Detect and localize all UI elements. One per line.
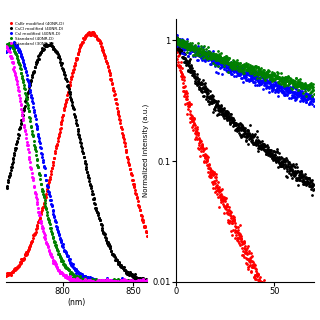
CsI modified (40NR-D) <box>124 280 128 284</box>
CsBr modified (40NR-D) <box>88 33 92 36</box>
Standard (30NR-D) <box>89 279 92 283</box>
Legend: CsBr modified (40NR-D), CsCl modified (40NR-D), CsI modified (40NR-D), Standard : CsBr modified (40NR-D), CsCl modified (4… <box>9 21 65 46</box>
CsCl modified (40NR-D) <box>124 269 127 273</box>
CsCl modified (40NR-D) <box>91 197 95 201</box>
Standard (30NR-D) <box>88 280 92 284</box>
CsBr modified (40NR-D) <box>91 30 94 34</box>
Line: Standard (40NR-D): Standard (40NR-D) <box>5 43 148 283</box>
Standard (30NR-D) <box>124 280 127 284</box>
CsI modified (40NR-D) <box>145 280 149 284</box>
CsBr modified (40NR-D) <box>124 148 127 151</box>
CsI modified (40NR-D) <box>91 277 95 281</box>
CsBr modified (40NR-D) <box>4 274 8 278</box>
Standard (40NR-D) <box>87 280 91 284</box>
Line: CsI modified (40NR-D): CsI modified (40NR-D) <box>5 41 148 283</box>
CsI modified (40NR-D) <box>5 50 9 53</box>
CsCl modified (40NR-D) <box>88 183 92 187</box>
Standard (40NR-D) <box>89 280 92 284</box>
Standard (40NR-D) <box>89 280 93 284</box>
Standard (30NR-D) <box>91 279 95 283</box>
CsCl modified (40NR-D) <box>145 279 149 283</box>
CsCl modified (40NR-D) <box>5 186 9 190</box>
Line: CsBr modified (40NR-D): CsBr modified (40NR-D) <box>5 31 148 276</box>
Standard (40NR-D) <box>133 279 137 283</box>
Standard (30NR-D) <box>4 44 8 48</box>
Line: Standard (30NR-D): Standard (30NR-D) <box>5 45 148 283</box>
Standard (30NR-D) <box>5 45 9 49</box>
CsBr modified (40NR-D) <box>91 30 95 34</box>
CsCl modified (40NR-D) <box>89 184 92 188</box>
Standard (30NR-D) <box>132 280 136 284</box>
CsI modified (40NR-D) <box>4 50 8 54</box>
CsCl modified (40NR-D) <box>49 42 52 45</box>
CsI modified (40NR-D) <box>89 278 92 282</box>
CsCl modified (40NR-D) <box>4 186 8 189</box>
CsI modified (40NR-D) <box>12 40 16 44</box>
CsBr modified (40NR-D) <box>132 185 136 189</box>
Standard (30NR-D) <box>79 280 83 284</box>
Standard (40NR-D) <box>5 44 9 47</box>
CsBr modified (40NR-D) <box>5 271 9 275</box>
Standard (40NR-D) <box>4 44 8 48</box>
X-axis label: (nm): (nm) <box>68 298 86 307</box>
CsCl modified (40NR-D) <box>141 280 145 284</box>
CsI modified (40NR-D) <box>133 280 137 284</box>
Standard (40NR-D) <box>145 279 149 283</box>
Y-axis label: Normalized intensity (a.u.): Normalized intensity (a.u.) <box>143 104 149 197</box>
Standard (40NR-D) <box>92 280 95 284</box>
CsCl modified (40NR-D) <box>132 274 136 278</box>
CsBr modified (40NR-D) <box>88 31 92 35</box>
CsI modified (40NR-D) <box>94 280 98 284</box>
Standard (40NR-D) <box>7 42 11 45</box>
Line: CsCl modified (40NR-D): CsCl modified (40NR-D) <box>5 43 148 282</box>
CsBr modified (40NR-D) <box>145 234 149 238</box>
CsI modified (40NR-D) <box>88 276 92 280</box>
Standard (30NR-D) <box>145 278 149 282</box>
Standard (40NR-D) <box>124 280 128 284</box>
